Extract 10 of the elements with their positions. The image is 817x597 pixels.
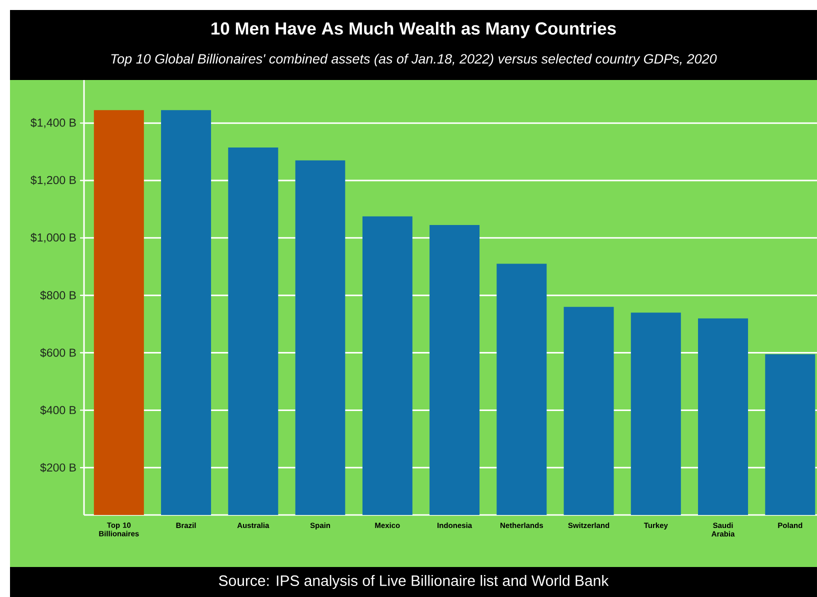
source-note: Source: IPS analysis of Live Billionaire list and World Bank bbox=[218, 575, 609, 589]
y-tick-label: $200 B bbox=[40, 462, 76, 472]
y-tick-label: $600 B bbox=[40, 348, 76, 358]
y-tick-label: $800 B bbox=[40, 290, 76, 300]
y-tick-label: $1,000 B bbox=[30, 232, 76, 243]
y-tick-label: $400 B bbox=[40, 406, 76, 415]
y-tick-label: $1,400 B bbox=[30, 118, 76, 128]
y-tick-label: $1,200 B bbox=[30, 176, 76, 186]
chart-subtitle: Top 10 Global Billionaires' combined assets (as of Jan.18, 2022) versus selected country GDPs, 2020 bbox=[111, 54, 717, 66]
chart-title: 10 Men Have As Much Wealth as Many Countries bbox=[212, 22, 616, 38]
